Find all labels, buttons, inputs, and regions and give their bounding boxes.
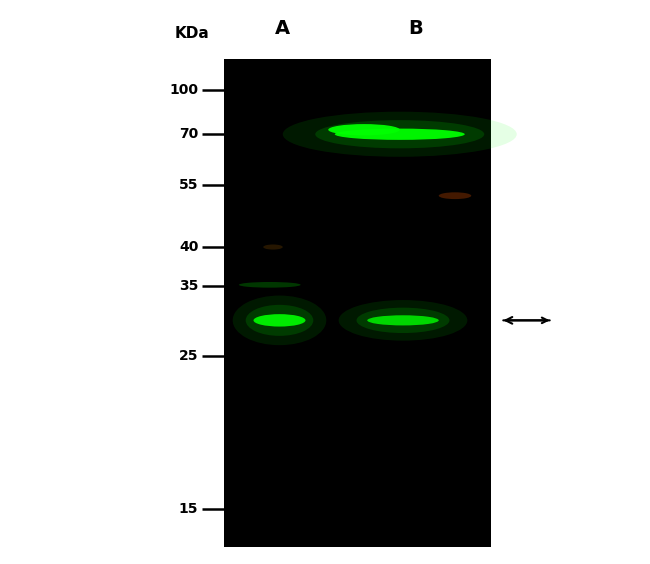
- Text: 40: 40: [179, 240, 198, 254]
- Ellipse shape: [356, 308, 450, 333]
- Text: 100: 100: [169, 83, 198, 97]
- Ellipse shape: [283, 112, 517, 157]
- Text: 70: 70: [179, 127, 198, 141]
- Text: 25: 25: [179, 350, 198, 363]
- Ellipse shape: [439, 192, 471, 199]
- Ellipse shape: [328, 124, 400, 135]
- Text: KDa: KDa: [174, 27, 209, 41]
- Ellipse shape: [239, 282, 300, 288]
- Ellipse shape: [335, 129, 465, 140]
- Text: 15: 15: [179, 502, 198, 515]
- Ellipse shape: [315, 120, 484, 148]
- Text: A: A: [275, 19, 291, 38]
- Text: B: B: [409, 19, 423, 38]
- Ellipse shape: [263, 245, 283, 249]
- Ellipse shape: [233, 296, 326, 345]
- Ellipse shape: [254, 314, 306, 327]
- Ellipse shape: [246, 305, 313, 336]
- Text: 35: 35: [179, 279, 198, 293]
- Bar: [224, 59, 491, 547]
- Ellipse shape: [367, 315, 439, 325]
- Text: 55: 55: [179, 178, 198, 192]
- Ellipse shape: [339, 300, 467, 341]
